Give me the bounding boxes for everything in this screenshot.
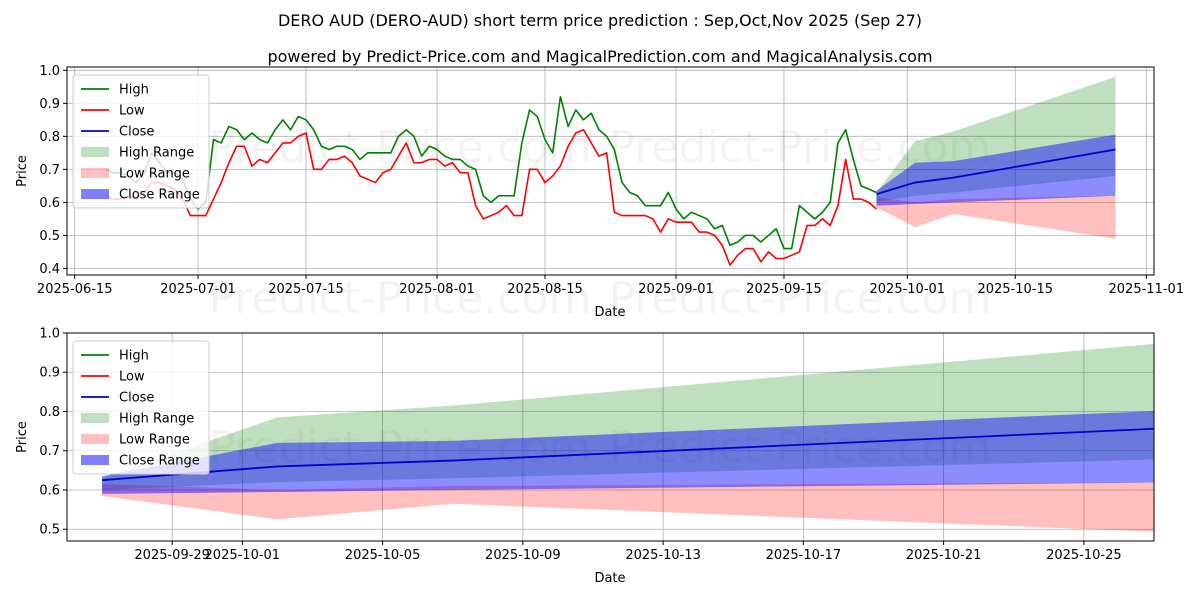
legend-close-range-swatch bbox=[81, 455, 109, 465]
chart-subtitle: powered by Predict-Price.com and Magical… bbox=[267, 47, 932, 66]
high-series-line bbox=[105, 95, 877, 250]
legend-box bbox=[72, 340, 210, 475]
legend-high-label: High bbox=[119, 83, 149, 98]
bottom-grid bbox=[67, 333, 1154, 541]
y-tick-label: 0.7 bbox=[39, 163, 60, 178]
legend-low-range-swatch bbox=[81, 434, 109, 444]
y-tick-label: 0.8 bbox=[39, 405, 60, 420]
close-series-line bbox=[876, 148, 1116, 195]
legend-low-range-label: Low Range bbox=[119, 167, 190, 182]
x-tick-label: 2025-08-01 bbox=[399, 282, 475, 297]
low-series-line bbox=[105, 128, 877, 266]
top-axes: 2025-06-15 2025-07-01 2025-07-15 2025-08-01… bbox=[37, 64, 1184, 297]
watermark-text: Predict-Price.com bbox=[209, 273, 592, 324]
x-tick-label: 2025-10-15 bbox=[977, 282, 1053, 297]
top-legend: High Low Close High Range Low Range Close Ran… bbox=[72, 74, 210, 209]
high-range-area bbox=[876, 76, 1116, 203]
x-tick-label: 2025-06-15 bbox=[37, 282, 113, 297]
bottom-panel: Predict-Price.com Predict-Price.com 2025… bbox=[15, 327, 1155, 586]
watermark-text: Predict-Price.com bbox=[609, 422, 992, 473]
top-range-areas bbox=[876, 76, 1116, 239]
bottom-legend: High Low Close High Range Low Range Close Ran… bbox=[72, 340, 210, 475]
x-tick-label: 2025-10-01 bbox=[870, 282, 946, 297]
watermark-text: Predict-Price.com bbox=[209, 122, 592, 173]
high-range-area bbox=[102, 343, 1154, 490]
y-tick-label: 1.0 bbox=[39, 327, 60, 342]
x-tick-label: 2025-11-01 bbox=[1109, 282, 1185, 297]
legend-high-range-swatch bbox=[81, 413, 109, 423]
y-tick-label: 0.6 bbox=[39, 196, 60, 211]
y-tick-label: 0.9 bbox=[39, 366, 60, 381]
y-tick-label: 0.7 bbox=[39, 444, 60, 459]
top-ylabel: Price bbox=[15, 155, 30, 187]
top-xlabel: Date bbox=[594, 305, 625, 320]
x-tick-label: 2025-10-17 bbox=[766, 548, 842, 563]
x-tick-label: 2025-07-01 bbox=[160, 282, 236, 297]
legend-close-range-label: Close Range bbox=[119, 188, 200, 203]
x-tick-label: 2025-10-21 bbox=[906, 548, 982, 563]
bottom-xlabel: Date bbox=[594, 571, 625, 586]
legend-high-range-label: High Range bbox=[119, 146, 194, 161]
top-series-lines bbox=[105, 95, 1116, 266]
bottom-range-areas bbox=[102, 343, 1154, 532]
low-range-area bbox=[102, 482, 1154, 532]
y-tick-label: 0.8 bbox=[39, 130, 60, 145]
legend-close-range-label: Close Range bbox=[119, 454, 200, 469]
top-grid bbox=[67, 67, 1154, 275]
chart-title: DERO AUD (DERO-AUD) short term price pre… bbox=[278, 11, 922, 30]
legend-high-range-label: High Range bbox=[119, 412, 194, 427]
legend-box bbox=[72, 74, 210, 209]
watermark-text: Predict-Price.com bbox=[609, 122, 992, 173]
x-tick-label: 2025-10-05 bbox=[345, 548, 421, 563]
bottom-axes-frame bbox=[66, 332, 1155, 542]
y-tick-label: 1.0 bbox=[39, 64, 60, 79]
watermark-text: Predict-Price.com bbox=[209, 422, 592, 473]
x-tick-label: 2025-10-01 bbox=[205, 548, 281, 563]
top-axes-frame bbox=[66, 66, 1155, 276]
legend-low-label: Low bbox=[119, 104, 145, 119]
top-panel: Predict-Price.com Predict-Price.com Pred… bbox=[15, 64, 1184, 324]
legend-close-label: Close bbox=[119, 391, 154, 406]
legend-low-range-label: Low Range bbox=[119, 433, 190, 448]
legend-close-range-swatch bbox=[81, 189, 109, 199]
y-tick-label: 0.5 bbox=[39, 229, 60, 244]
x-tick-label: 2025-09-15 bbox=[746, 282, 822, 297]
x-tick-label: 2025-09-29 bbox=[134, 548, 210, 563]
x-tick-label: 2025-10-25 bbox=[1046, 548, 1122, 563]
y-tick-label: 0.9 bbox=[39, 97, 60, 112]
legend-close-label: Close bbox=[119, 125, 154, 140]
bottom-ylabel: Price bbox=[15, 421, 30, 453]
legend-high-range-swatch bbox=[81, 147, 109, 157]
x-tick-label: 2025-09-01 bbox=[638, 282, 714, 297]
x-tick-label: 2025-07-15 bbox=[268, 282, 344, 297]
legend-low-range-swatch bbox=[81, 168, 109, 178]
x-tick-label: 2025-10-09 bbox=[485, 548, 561, 563]
x-tick-label: 2025-08-15 bbox=[507, 282, 583, 297]
y-tick-label: 0.4 bbox=[39, 262, 60, 277]
bottom-watermark: Predict-Price.com Predict-Price.com bbox=[209, 422, 992, 473]
watermark-text: Predict-Price.com bbox=[609, 273, 992, 324]
legend-high-label: High bbox=[119, 349, 149, 364]
top-watermark: Predict-Price.com Predict-Price.com Pred… bbox=[209, 122, 992, 324]
legend-low-label: Low bbox=[119, 370, 145, 385]
y-tick-label: 0.5 bbox=[39, 523, 60, 538]
y-tick-label: 0.6 bbox=[39, 483, 60, 498]
low-range-area bbox=[876, 195, 1116, 239]
x-tick-label: 2025-10-13 bbox=[625, 548, 701, 563]
